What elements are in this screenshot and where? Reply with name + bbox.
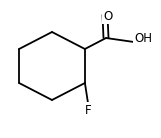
Text: OH: OH — [134, 31, 152, 44]
Text: O: O — [103, 10, 113, 22]
Text: F: F — [85, 104, 91, 116]
